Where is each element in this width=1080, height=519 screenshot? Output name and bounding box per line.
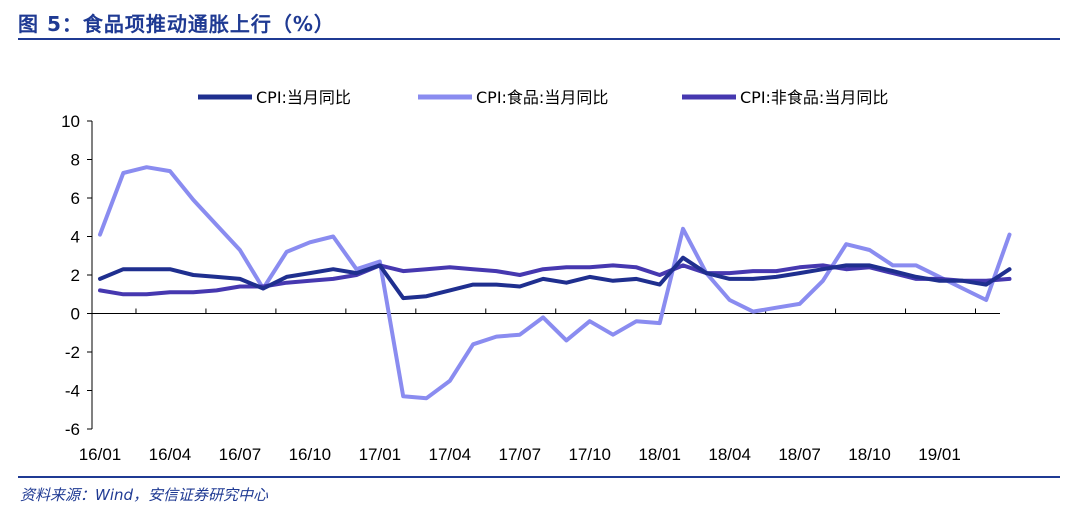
x-tick-label: 19/01 <box>918 445 961 464</box>
x-tick-label: 17/10 <box>568 445 611 464</box>
x-tick-label: 18/07 <box>778 445 821 464</box>
y-tick-label: 4 <box>71 228 80 247</box>
y-tick-label: 10 <box>61 112 80 131</box>
x-tick-label: 17/01 <box>359 445 402 464</box>
title-divider <box>18 38 1060 40</box>
x-tick-label: 16/07 <box>219 445 262 464</box>
x-tick-label: 16/10 <box>289 445 332 464</box>
source-divider <box>18 476 1060 478</box>
legend-label-1: CPI:当月同比 <box>256 88 351 107</box>
chart-legend: CPI:当月同比 CPI:食品:当月同比 CPI:非食品:当月同比 <box>198 88 888 107</box>
series-line-1 <box>98 255 1012 301</box>
y-tick-label: -6 <box>65 420 80 439</box>
series-line-2 <box>98 165 1012 401</box>
y-tick-label: 2 <box>71 266 80 285</box>
legend-label-3: CPI:非食品:当月同比 <box>740 88 888 107</box>
x-tick-label: 17/07 <box>498 445 541 464</box>
y-tick-label: 6 <box>71 189 80 208</box>
x-tick-label: 16/04 <box>149 445 192 464</box>
source-note: 资料来源：Wind，安信证券研究中心 <box>20 486 269 504</box>
chart-series <box>98 165 1012 401</box>
y-tick-label: 0 <box>71 305 80 324</box>
x-tick-label: 18/10 <box>848 445 891 464</box>
x-tick-label: 17/04 <box>429 445 472 464</box>
y-tick-label: -2 <box>65 343 80 362</box>
y-tick-label: 8 <box>71 151 80 170</box>
x-tick-label: 18/04 <box>708 445 751 464</box>
legend-label-2: CPI:食品:当月同比 <box>476 88 608 107</box>
y-tick-label: -4 <box>65 382 80 401</box>
figure-title: 图 5：食品项推动通胀上行（%） <box>18 12 335 36</box>
series-line-3 <box>98 263 1012 297</box>
chart-axes: 10 8 6 4 2 0 -2 -4 -6 16/01 16/04 16/07 16/10 17/01 17… <box>61 112 1000 464</box>
x-tick-label: 16/01 <box>79 445 122 464</box>
x-tick-label: 18/01 <box>638 445 681 464</box>
